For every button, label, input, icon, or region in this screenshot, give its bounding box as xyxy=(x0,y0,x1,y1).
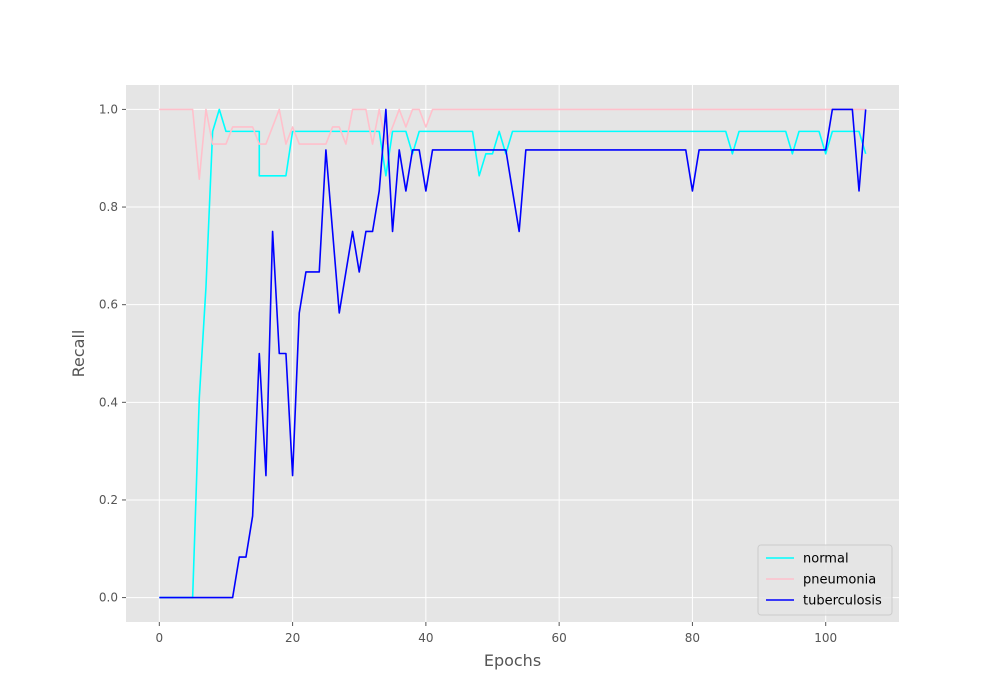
legend-label-normal: normal xyxy=(803,552,849,567)
legend: normal pneumonia tuberculosis xyxy=(757,544,893,616)
x-tick-label: 20 xyxy=(285,631,300,645)
x-tick-label: 60 xyxy=(552,631,567,645)
legend-box xyxy=(757,544,893,616)
legend-label-pneumonia: pneumonia xyxy=(803,573,876,588)
grid-lines xyxy=(126,85,899,622)
y-axis-label: Recall xyxy=(69,330,88,378)
x-tick-label: 100 xyxy=(814,631,837,645)
series-line-normal xyxy=(159,108,867,599)
y-tick-label: 0.0 xyxy=(99,591,118,605)
series-line-tuberculosis xyxy=(159,108,867,599)
y-tick-label: 0.6 xyxy=(99,298,118,312)
series-lines xyxy=(159,108,867,599)
y-tick-label: 0.4 xyxy=(99,395,118,409)
y-tick-label: 0.2 xyxy=(99,493,118,507)
series-line-pneumonia xyxy=(159,108,866,181)
plot-background xyxy=(126,85,899,622)
x-tick-label: 80 xyxy=(685,631,700,645)
y-tick-label: 1.0 xyxy=(99,102,118,116)
x-tick-label: 40 xyxy=(418,631,433,645)
axis-ticks: 0 20 40 60 80 100 0.0 0.2 0.4 0.6 0.8 1.0 xyxy=(99,102,837,645)
x-axis-label: Epochs xyxy=(484,651,541,670)
y-tick-label: 0.8 xyxy=(99,200,118,214)
x-tick-label: 0 xyxy=(155,631,163,645)
legend-label-tuberculosis: tuberculosis xyxy=(803,594,882,609)
